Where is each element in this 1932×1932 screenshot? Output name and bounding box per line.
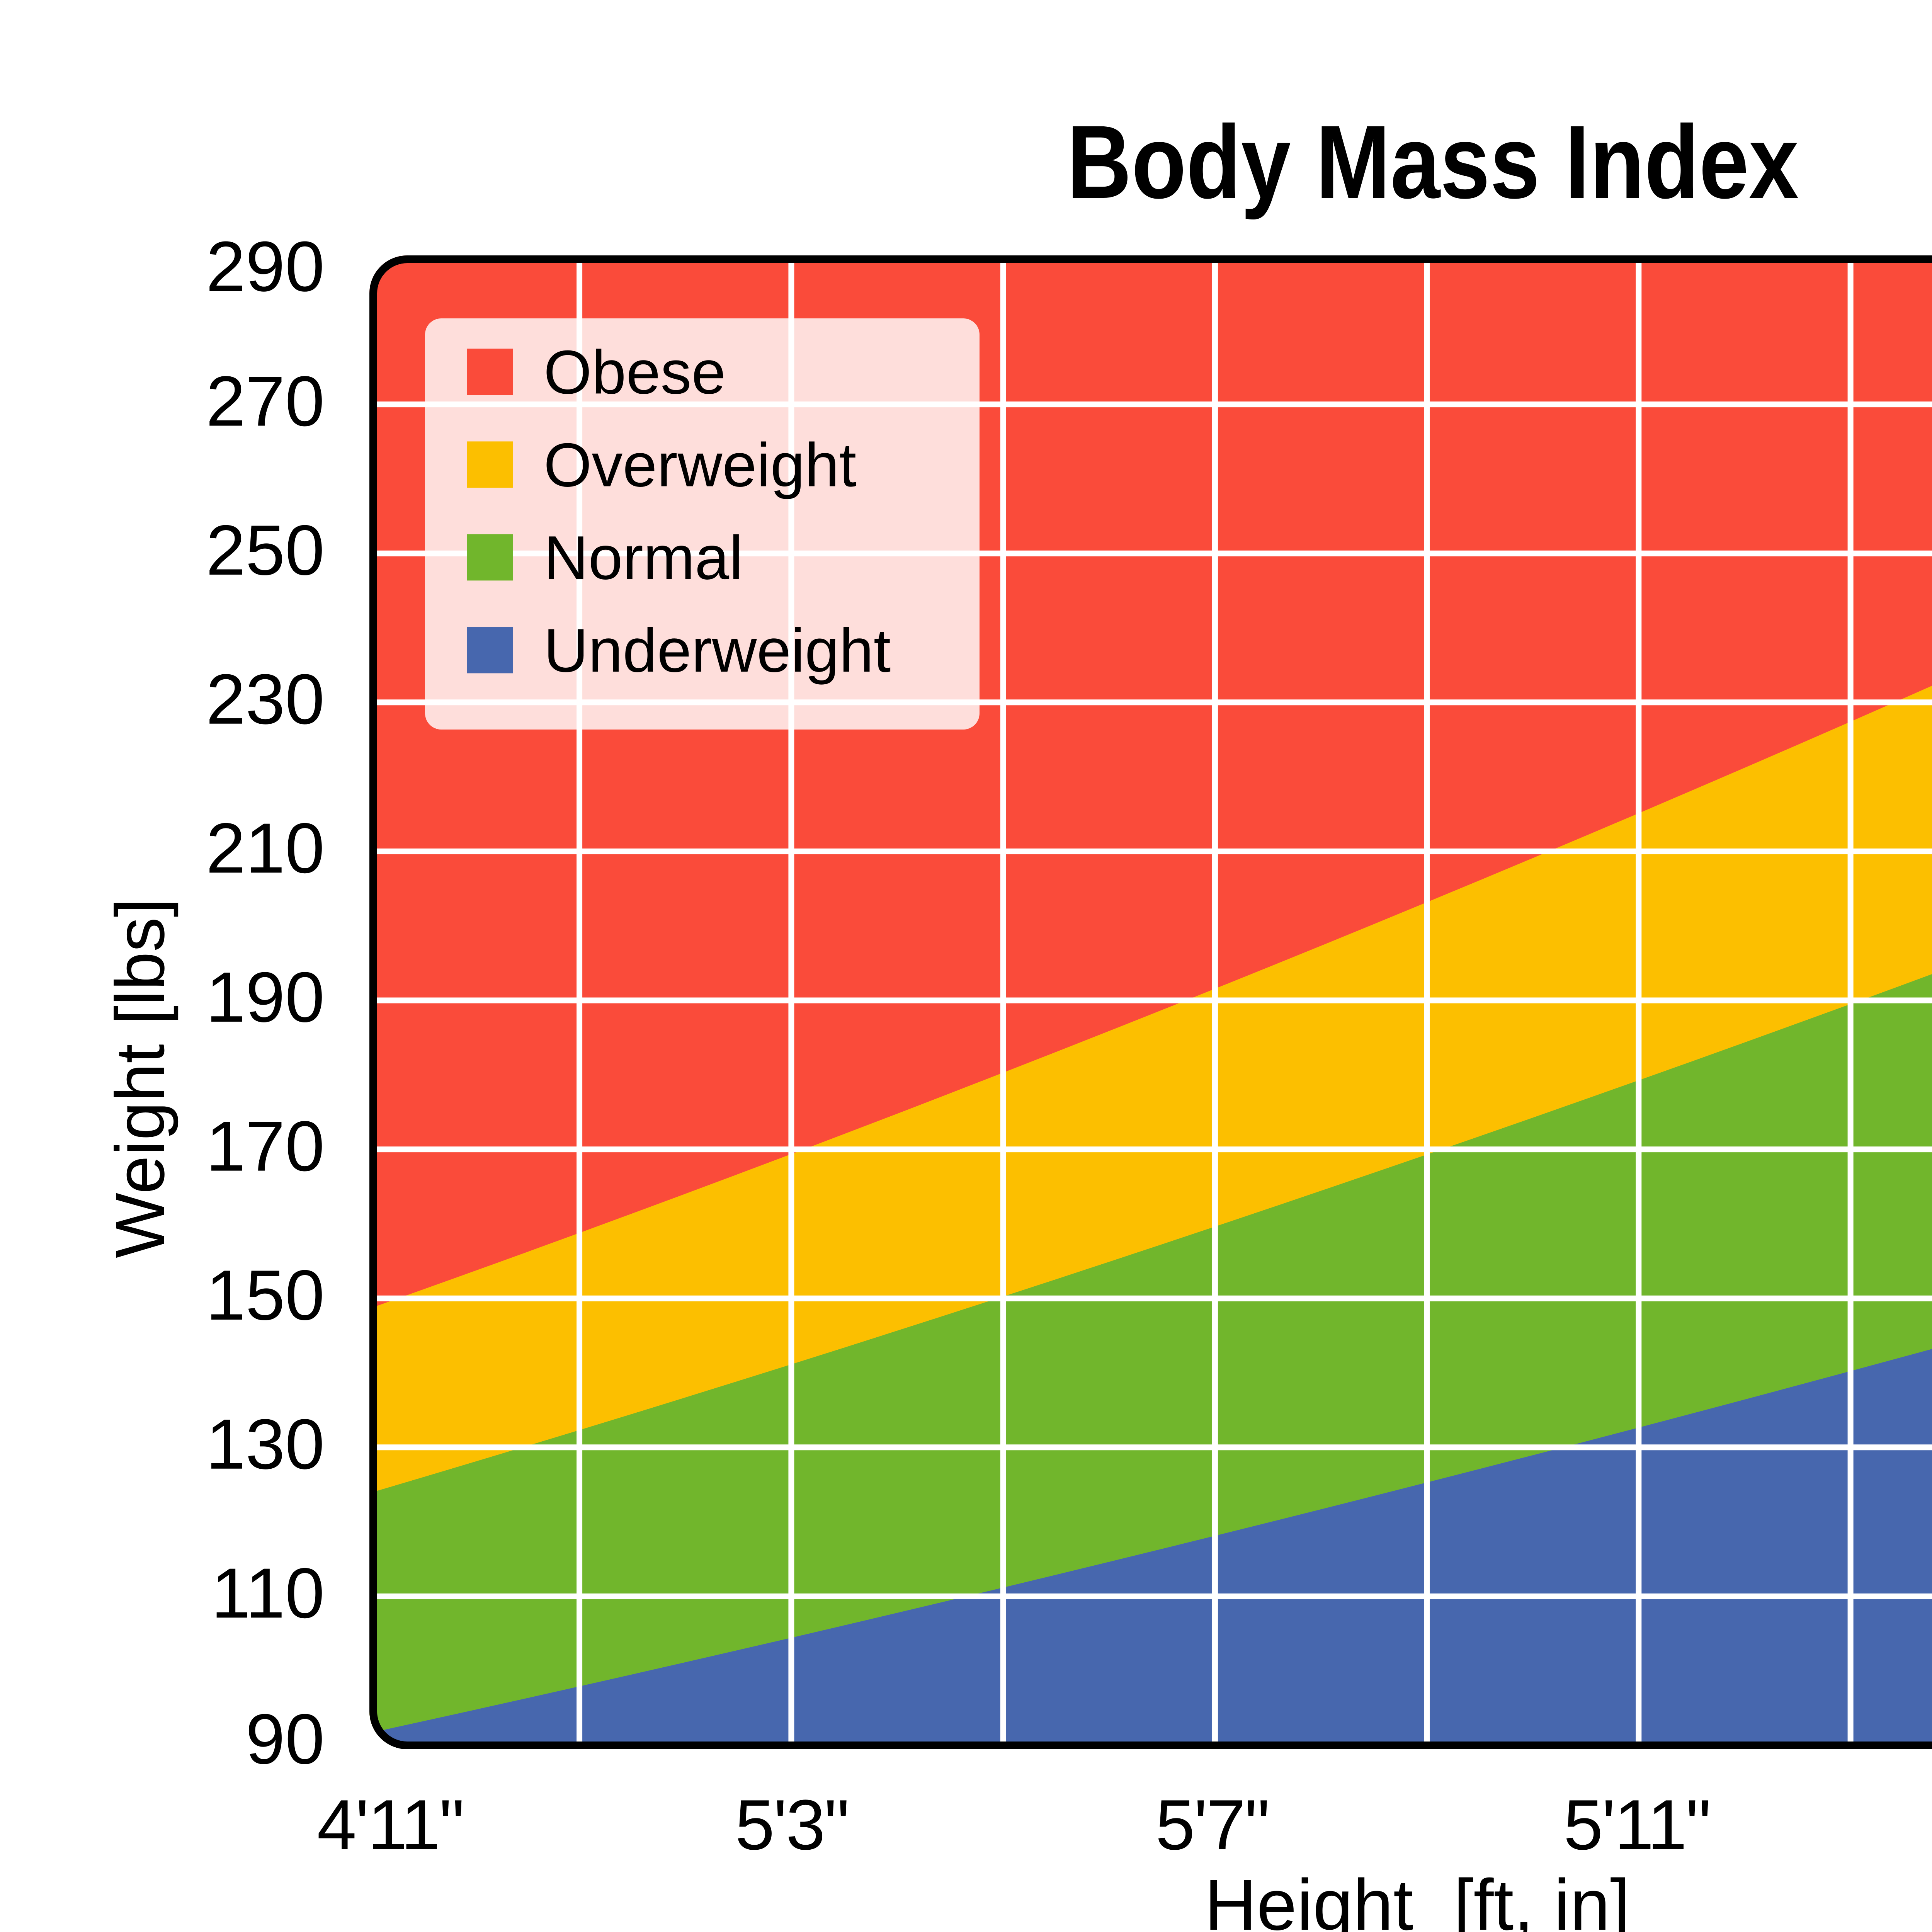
svg-text:Overweight: Overweight bbox=[544, 430, 856, 499]
svg-text:Weight [lbs]: Weight [lbs] bbox=[101, 898, 179, 1258]
svg-text:5'7": 5'7" bbox=[1155, 1785, 1269, 1864]
svg-text:90: 90 bbox=[245, 1699, 325, 1779]
svg-text:Underweight: Underweight bbox=[544, 616, 891, 685]
svg-text:150: 150 bbox=[206, 1255, 325, 1335]
svg-text:5'3": 5'3" bbox=[735, 1785, 848, 1864]
svg-text:130: 130 bbox=[206, 1404, 325, 1484]
svg-text:110: 110 bbox=[211, 1553, 325, 1633]
svg-text:190: 190 bbox=[206, 957, 325, 1037]
svg-text:Normal: Normal bbox=[544, 523, 743, 592]
svg-text:210: 210 bbox=[206, 808, 325, 888]
svg-text:230: 230 bbox=[206, 659, 325, 739]
svg-text:Height [ft, in]: Height [ft, in] bbox=[1204, 1864, 1630, 1932]
svg-text:170: 170 bbox=[206, 1106, 325, 1186]
svg-text:Body Mass Index: Body Mass Index bbox=[1067, 104, 1799, 221]
svg-text:250: 250 bbox=[206, 510, 325, 590]
svg-text:290: 290 bbox=[206, 226, 325, 306]
svg-text:4'11": 4'11" bbox=[317, 1785, 463, 1864]
svg-text:Obese: Obese bbox=[544, 337, 726, 406]
svg-text:5'11": 5'11" bbox=[1564, 1785, 1710, 1864]
svg-text:270: 270 bbox=[206, 361, 325, 441]
